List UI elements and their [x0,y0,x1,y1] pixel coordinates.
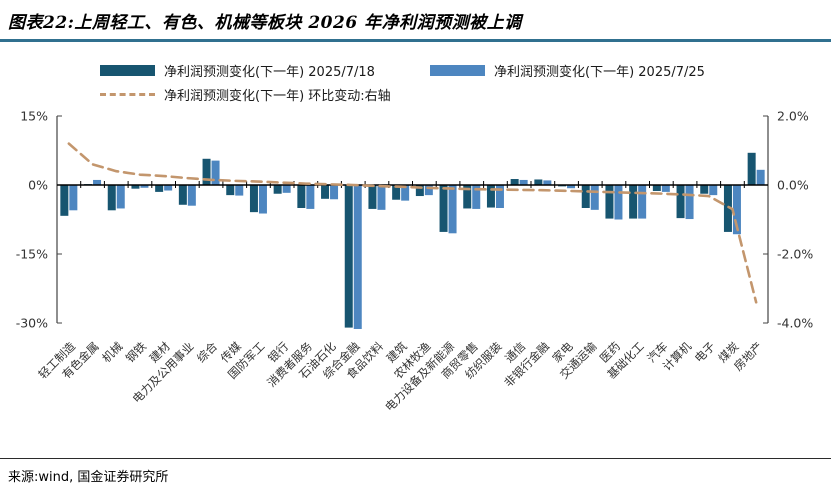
category-label: 非银行金融 [501,339,552,390]
bar-2025-07-18 [344,185,353,328]
bar-2025-07-25 [424,185,433,196]
bar-2025-07-25 [93,179,102,185]
bar-2025-07-25 [258,185,267,214]
source-note: 来源:wind, 国金证券研究所 [8,470,169,485]
left-axis-tick-label: 0% [28,178,48,193]
bar-2025-07-18 [676,185,685,219]
legend-label-series1: 净利润预测变化(下一年) 2025/7/18 [164,64,375,80]
series1-color-swatch [100,64,155,76]
momentum-change-dashed-line [67,142,758,304]
legend-item-series3: 净利润预测变化(下一年) 环比变动:右轴 [100,85,391,104]
bar-2025-07-25 [685,185,694,220]
bar-2025-07-18 [392,185,401,200]
bar-2025-07-25 [164,185,173,191]
category-label: 钢铁 [123,339,150,366]
bar-2025-07-25 [330,185,339,200]
bar-2025-07-25 [69,185,78,211]
bar-2025-07-18 [486,185,495,208]
right-axis-tick-label: -2.0% [777,247,813,262]
bar-2025-07-25 [732,185,741,235]
category-label: 综合 [194,339,221,366]
bar-2025-07-18 [629,185,638,219]
bar-2025-07-18 [249,185,258,213]
category-label: 电子 [692,339,718,365]
legend-item-series2: 净利润预测变化(下一年) 2025/7/25 [430,61,705,80]
bar-2025-07-18 [723,185,732,232]
title-divider [0,39,831,42]
legend-row-2: 净利润预测变化(下一年) 环比变动:右轴 [100,82,831,106]
bar-2025-07-25 [519,179,528,185]
bar-2025-07-18 [60,185,69,216]
bar-2025-07-18 [534,179,543,185]
left-axis-tick-label: -15% [16,247,48,262]
bar-2025-07-18 [652,185,661,191]
bar-2025-07-18 [747,152,756,185]
left-axis-tick-label: -30% [16,316,48,331]
bar-2025-07-18 [439,185,448,232]
bar-2025-07-25 [306,185,315,209]
legend-item-series1: 净利润预测变化(下一年) 2025/7/18 [100,61,430,80]
right-axis-tick-label: 2.0% [777,109,809,124]
bar-2025-07-25 [472,185,481,209]
bar-2025-07-25 [353,185,362,329]
bar-2025-07-25 [614,185,623,220]
bar-2025-07-18 [155,185,164,192]
bar-2025-07-18 [202,158,211,185]
bar-2025-07-25 [590,185,599,210]
series2-color-swatch [430,64,485,76]
chart-canvas: 15%0%-15%-30%2.0%0.0%-2.0%-4.0%轻工制造有色金属机… [16,109,814,415]
bar-2025-07-18 [226,185,235,196]
chart-title: 图表22:上周轻工、有色、机械等板块 2026 年净利润预测被上调 [8,13,522,33]
bar-2025-07-18 [273,185,282,194]
bar-2025-07-18 [131,185,140,189]
source-divider: 来源:wind, 国金证券研究所 [0,458,831,485]
left-axis-tick-label: 15% [20,109,48,124]
bar-2025-07-25 [661,185,670,192]
bar-2025-07-18 [605,185,614,219]
bar-2025-07-25 [543,180,552,185]
bar-2025-07-18 [107,185,116,211]
bar-2025-07-18 [297,185,306,208]
bar-2025-07-18 [463,185,472,209]
bar-2025-07-18 [415,185,424,197]
chart-legend: 净利润预测变化(下一年) 2025/7/18 净利润预测变化(下一年) 2025… [100,58,831,106]
bar-2025-07-25 [140,185,149,188]
bar-2025-07-25 [377,185,386,210]
bar-2025-07-25 [211,160,220,185]
bar-2025-07-25 [567,185,576,189]
bar-2025-07-25 [756,169,765,185]
legend-label-series3: 净利润预测变化(下一年) 环比变动:右轴 [164,88,391,104]
bar-2025-07-18 [368,185,377,209]
category-label: 机械 [99,339,126,366]
legend-row-1: 净利润预测变化(下一年) 2025/7/18 净利润预测变化(下一年) 2025… [100,58,831,82]
bar-2025-07-18 [510,179,519,185]
bar-2025-07-25 [282,185,291,193]
bar-2025-07-18 [581,185,590,208]
bar-2025-07-25 [116,185,125,209]
bar-2025-07-25 [638,185,647,219]
legend-label-series2: 净利润预测变化(下一年) 2025/7/25 [494,64,705,80]
bar-2025-07-18 [321,185,330,199]
bar-2025-07-25 [709,185,718,196]
series3-dashed-line-swatch [100,92,155,96]
bar-2025-07-18 [700,185,709,194]
bar-2025-07-18 [178,185,187,205]
bar-2025-07-25 [187,185,196,206]
bar-2025-07-25 [495,185,504,208]
bar-2025-07-25 [235,185,244,196]
right-axis-tick-label: 0.0% [777,178,809,193]
bar-2025-07-25 [448,185,457,234]
bar-2025-07-25 [401,185,410,201]
right-axis-tick-label: -4.0% [777,316,813,331]
